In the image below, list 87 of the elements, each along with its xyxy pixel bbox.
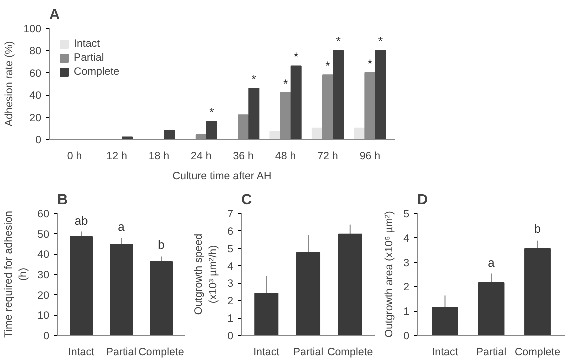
bar (110, 244, 133, 336)
x-tick-label: Complete (328, 346, 374, 358)
data-label: * (252, 72, 257, 86)
y-tick-label: 3 (228, 278, 234, 290)
data-label: * (378, 34, 384, 49)
x-tick-label: 24 h (191, 150, 212, 162)
y-tick-label: 7 (228, 208, 234, 220)
y-tick-label: 3 (404, 257, 410, 270)
annotation: b (534, 222, 542, 236)
y-tick-label: 0 (404, 330, 410, 342)
data-label: * (210, 106, 215, 120)
x-axis-title: Culture time after AH (172, 170, 272, 182)
y-axis-title: Time required for adhesion (h) (3, 210, 30, 338)
y-tick-label: 0 (36, 134, 42, 146)
chart-title: A (50, 8, 60, 24)
chart-title: C (242, 192, 252, 208)
data-label: * (283, 76, 288, 91)
bar (312, 128, 323, 140)
bar (524, 248, 551, 336)
legend-label: Intact (74, 38, 100, 50)
y-tick-label: 20 (38, 290, 50, 302)
bar (354, 128, 366, 140)
data-label: * (368, 56, 373, 71)
legend-label: Partial (74, 52, 104, 64)
x-tick-label: Partial (106, 346, 137, 358)
x-tick-label: Intact (432, 346, 458, 358)
y-tick-label: 40 (38, 249, 50, 262)
y-tick-label: 50 (38, 228, 50, 241)
y-tick-label: 40 (30, 90, 42, 102)
y-tick-label: 10 (38, 310, 50, 322)
x-tick-label: Complete (514, 346, 561, 358)
bar (248, 88, 260, 140)
x-tick-label: 18 h (148, 150, 170, 162)
bar (333, 50, 344, 140)
bar (254, 293, 279, 336)
x-tick-label: 72 h (318, 150, 338, 162)
y-tick-label: 100 (24, 24, 42, 36)
y-tick-label: 1 (404, 306, 410, 318)
data-label: * (326, 59, 331, 74)
annotation: a (118, 220, 126, 234)
x-tick-label: 48 h (275, 150, 296, 162)
y-tick-label: 2 (228, 296, 234, 308)
bar (206, 121, 218, 140)
bar (70, 236, 93, 336)
x-tick-label: Complete (138, 346, 184, 358)
annotation: ab (74, 214, 88, 228)
y-tick-label: 1 (228, 313, 234, 326)
bar (375, 50, 386, 140)
y-tick-label: 0 (44, 330, 50, 342)
x-tick-label: 12 h (106, 150, 128, 162)
bar (164, 130, 176, 140)
bar (478, 282, 505, 336)
bar (270, 131, 281, 140)
y-tick-label: 5 (404, 208, 410, 220)
data-label: * (294, 50, 300, 64)
y-tick-label: 4 (404, 232, 410, 245)
y-tick-label: 60 (38, 208, 50, 220)
y-tick-label: 30 (38, 270, 50, 282)
legend-label: Complete (74, 66, 120, 78)
bar (338, 234, 362, 336)
chart-title: D (418, 192, 428, 208)
y-axis-title: Outgrowth speed (x10³ µm²/h) (193, 234, 220, 316)
x-tick-label: Partial (293, 346, 324, 358)
y-tick-label: 6 (228, 226, 234, 238)
x-tick-label: 96 h (360, 150, 381, 162)
bar (290, 66, 302, 140)
annotation: a (488, 256, 496, 270)
x-tick-label: 0 h (67, 150, 82, 162)
x-tick-label: Intact (68, 346, 95, 358)
y-tick-label: 2 (404, 282, 410, 294)
y-tick-label: 20 (30, 112, 42, 124)
y-tick-label: 0 (228, 330, 234, 342)
x-tick-label: 36 h (233, 150, 254, 162)
bar (296, 252, 321, 336)
x-tick-label: Intact (254, 346, 280, 358)
chart-title: B (58, 192, 68, 208)
data-label: * (336, 34, 342, 49)
bar (432, 306, 458, 336)
annotation: b (158, 238, 166, 252)
y-axis-title: Outgrowth area (x10⁵ µm²) (384, 211, 396, 338)
y-axis-title: Adhesion rate (%) (4, 41, 16, 127)
x-tick-label: Partial (476, 346, 507, 358)
y-tick-label: 4 (228, 260, 234, 273)
bar (150, 261, 173, 336)
y-tick-label: 5 (228, 243, 234, 256)
y-tick-label: 60 (30, 68, 42, 80)
y-tick-label: 80 (30, 46, 42, 58)
